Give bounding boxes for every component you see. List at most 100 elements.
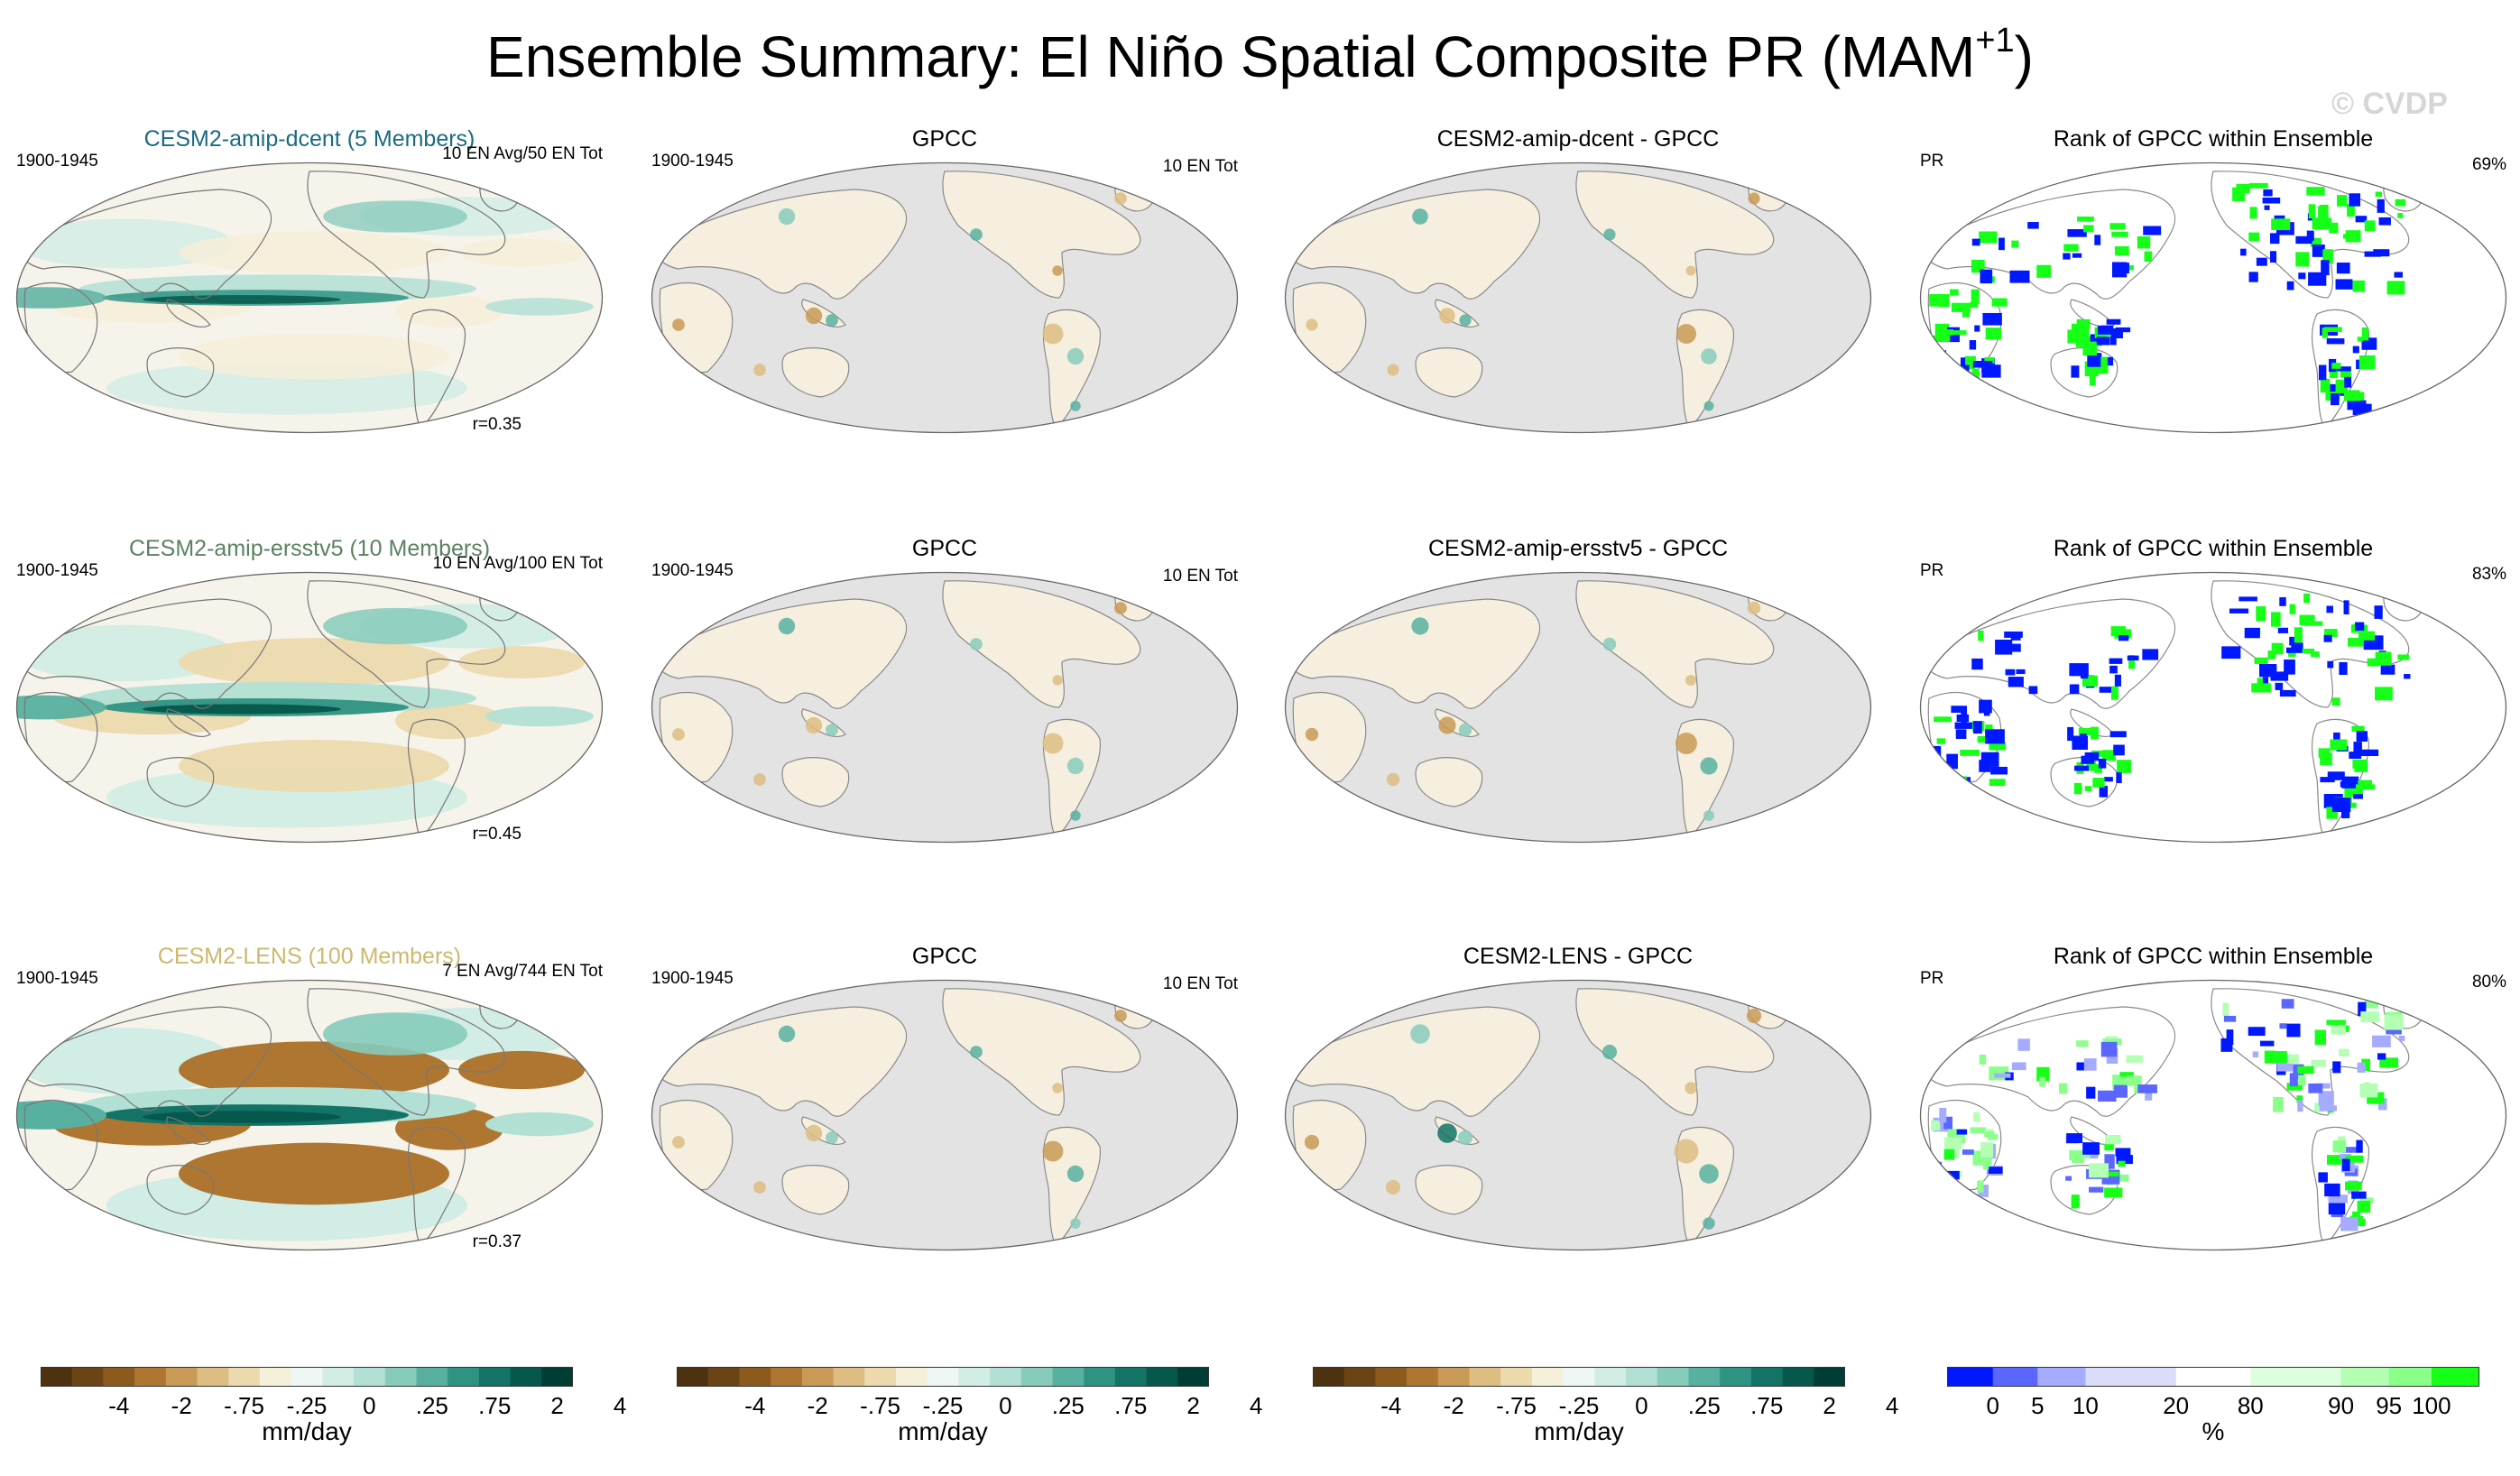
rank-cell bbox=[2374, 605, 2383, 619]
rank-cell bbox=[2314, 1102, 2324, 1112]
composite-field-region bbox=[179, 333, 449, 380]
land-mass bbox=[1575, 988, 1775, 1116]
colorbar-segment bbox=[1375, 1367, 1408, 1387]
land-mass bbox=[781, 347, 850, 398]
composite-field-region bbox=[179, 1142, 449, 1205]
coastline bbox=[307, 580, 506, 708]
map-border bbox=[15, 979, 604, 1251]
land-mass bbox=[1292, 1100, 1367, 1191]
map-panel: CESM2-LENS (100 Members) 1900-1945 7 EN Av… bbox=[15, 942, 604, 1285]
rank-cell bbox=[2327, 660, 2334, 669]
map-panel: CESM2-amip-ersstv5 - GPCC bbox=[1284, 534, 1872, 877]
precip-anomaly-spot bbox=[1066, 757, 1085, 775]
coastline bbox=[407, 718, 466, 838]
rank-cell bbox=[1971, 238, 1980, 246]
coastline bbox=[407, 1126, 466, 1246]
map-border bbox=[651, 979, 1239, 1251]
rank-cell bbox=[2102, 750, 2117, 761]
rank-cell bbox=[2256, 605, 2266, 622]
precip-anomaly-spot bbox=[672, 318, 685, 331]
rank-cell bbox=[2084, 786, 2092, 791]
composite-field-region bbox=[485, 298, 594, 316]
rank-cell bbox=[2326, 605, 2333, 613]
rank-cell bbox=[1950, 330, 1967, 336]
colorbar-unit: % bbox=[2202, 1417, 2225, 1445]
land-mass bbox=[1920, 189, 2176, 300]
rank-cell bbox=[1971, 259, 1985, 273]
rank-cell bbox=[1971, 289, 1980, 304]
composite-field-region bbox=[323, 200, 467, 233]
rank-cell bbox=[2263, 189, 2273, 197]
colorbar-segment bbox=[1531, 1367, 1565, 1387]
precip-anomaly-spot bbox=[1114, 192, 1127, 205]
land-mass bbox=[942, 171, 1141, 299]
colorbar-unit: mm/day bbox=[1534, 1417, 1624, 1445]
composite-field-region bbox=[143, 704, 341, 715]
rank-cell bbox=[2349, 193, 2361, 207]
rank-cell bbox=[1983, 707, 1990, 716]
rank-cell bbox=[2353, 742, 2362, 755]
rank-cell bbox=[1951, 706, 1968, 714]
rank-cell bbox=[2360, 749, 2379, 757]
map-panel: CESM2-amip-dcent - GPCC bbox=[1284, 125, 1872, 467]
rank-cell bbox=[2357, 392, 2365, 401]
map-border bbox=[1284, 571, 1872, 844]
rank-cell bbox=[1930, 768, 1943, 780]
colorbar-segment bbox=[1947, 1367, 1994, 1387]
rank-cell bbox=[2330, 739, 2348, 751]
rank-cell bbox=[2099, 687, 2112, 693]
colorbar-tick-label: -.75 bbox=[860, 1392, 900, 1419]
rank-cell bbox=[2288, 650, 2296, 657]
precip-anomaly-spot bbox=[1699, 1164, 1719, 1184]
rank-cell bbox=[2335, 279, 2353, 290]
panel-title: CESM2-LENS (100 Members) bbox=[157, 944, 462, 969]
coastline bbox=[166, 299, 211, 328]
precip-anomaly-spot bbox=[1070, 401, 1081, 411]
rank-cell bbox=[2351, 725, 2365, 732]
colorbar-segment bbox=[1313, 1367, 1345, 1387]
precip-anomaly-spot bbox=[1304, 1134, 1320, 1150]
rank-cell bbox=[2367, 658, 2379, 667]
precip-anomaly-spot bbox=[1066, 1165, 1085, 1183]
rank-cell bbox=[2286, 1023, 2301, 1038]
rank-cell bbox=[2017, 1038, 2030, 1051]
rank-cell bbox=[2281, 999, 2294, 1009]
colorbar-segment bbox=[927, 1367, 959, 1387]
colorbar-tick-label: -.75 bbox=[224, 1392, 264, 1419]
rank-cell bbox=[2342, 1147, 2362, 1153]
rank-cell bbox=[2082, 344, 2097, 356]
rank-cell bbox=[2295, 235, 2312, 244]
rank-cell bbox=[2144, 251, 2153, 262]
rank-cell bbox=[2092, 778, 2105, 788]
precip-anomaly-spot bbox=[1410, 1024, 1430, 1044]
colorbar-segment bbox=[707, 1367, 740, 1387]
rank-cell bbox=[1970, 1127, 1986, 1134]
pattern-correlation: r=0.45 bbox=[472, 825, 522, 844]
rank-cell bbox=[2259, 1040, 2275, 1047]
rank-cell bbox=[2304, 621, 2323, 626]
rank-cell bbox=[2248, 1027, 2266, 1037]
colorbar-segment bbox=[1782, 1367, 1814, 1387]
panel-title: Rank of GPCC within Ensemble bbox=[2053, 126, 2374, 152]
coastline bbox=[307, 988, 506, 1116]
precip-anomaly-spot bbox=[1114, 602, 1127, 614]
colorbar-segment bbox=[1020, 1367, 1053, 1387]
precip-anomaly-spot bbox=[1457, 1130, 1473, 1146]
rank-cell bbox=[2251, 683, 2271, 693]
rank-cell bbox=[1943, 764, 1953, 780]
composite-field-region bbox=[395, 702, 503, 740]
rank-cell bbox=[2361, 1058, 2371, 1071]
rank-cell bbox=[2127, 1075, 2142, 1086]
map-plot bbox=[1919, 571, 2507, 844]
colorbar bbox=[677, 1367, 1209, 1387]
rank-cell bbox=[1950, 289, 1959, 296]
coastline bbox=[146, 1165, 215, 1215]
rank-cell bbox=[2011, 240, 2019, 248]
colorbar-segment bbox=[384, 1367, 417, 1387]
variable-label: PR bbox=[1920, 969, 1944, 988]
rank-cell bbox=[1962, 1149, 1974, 1155]
precip-anomaly-spot bbox=[1052, 675, 1063, 686]
rank-cell bbox=[2269, 251, 2277, 263]
map-plot bbox=[1284, 161, 1872, 434]
rank-cell bbox=[1938, 294, 1950, 308]
